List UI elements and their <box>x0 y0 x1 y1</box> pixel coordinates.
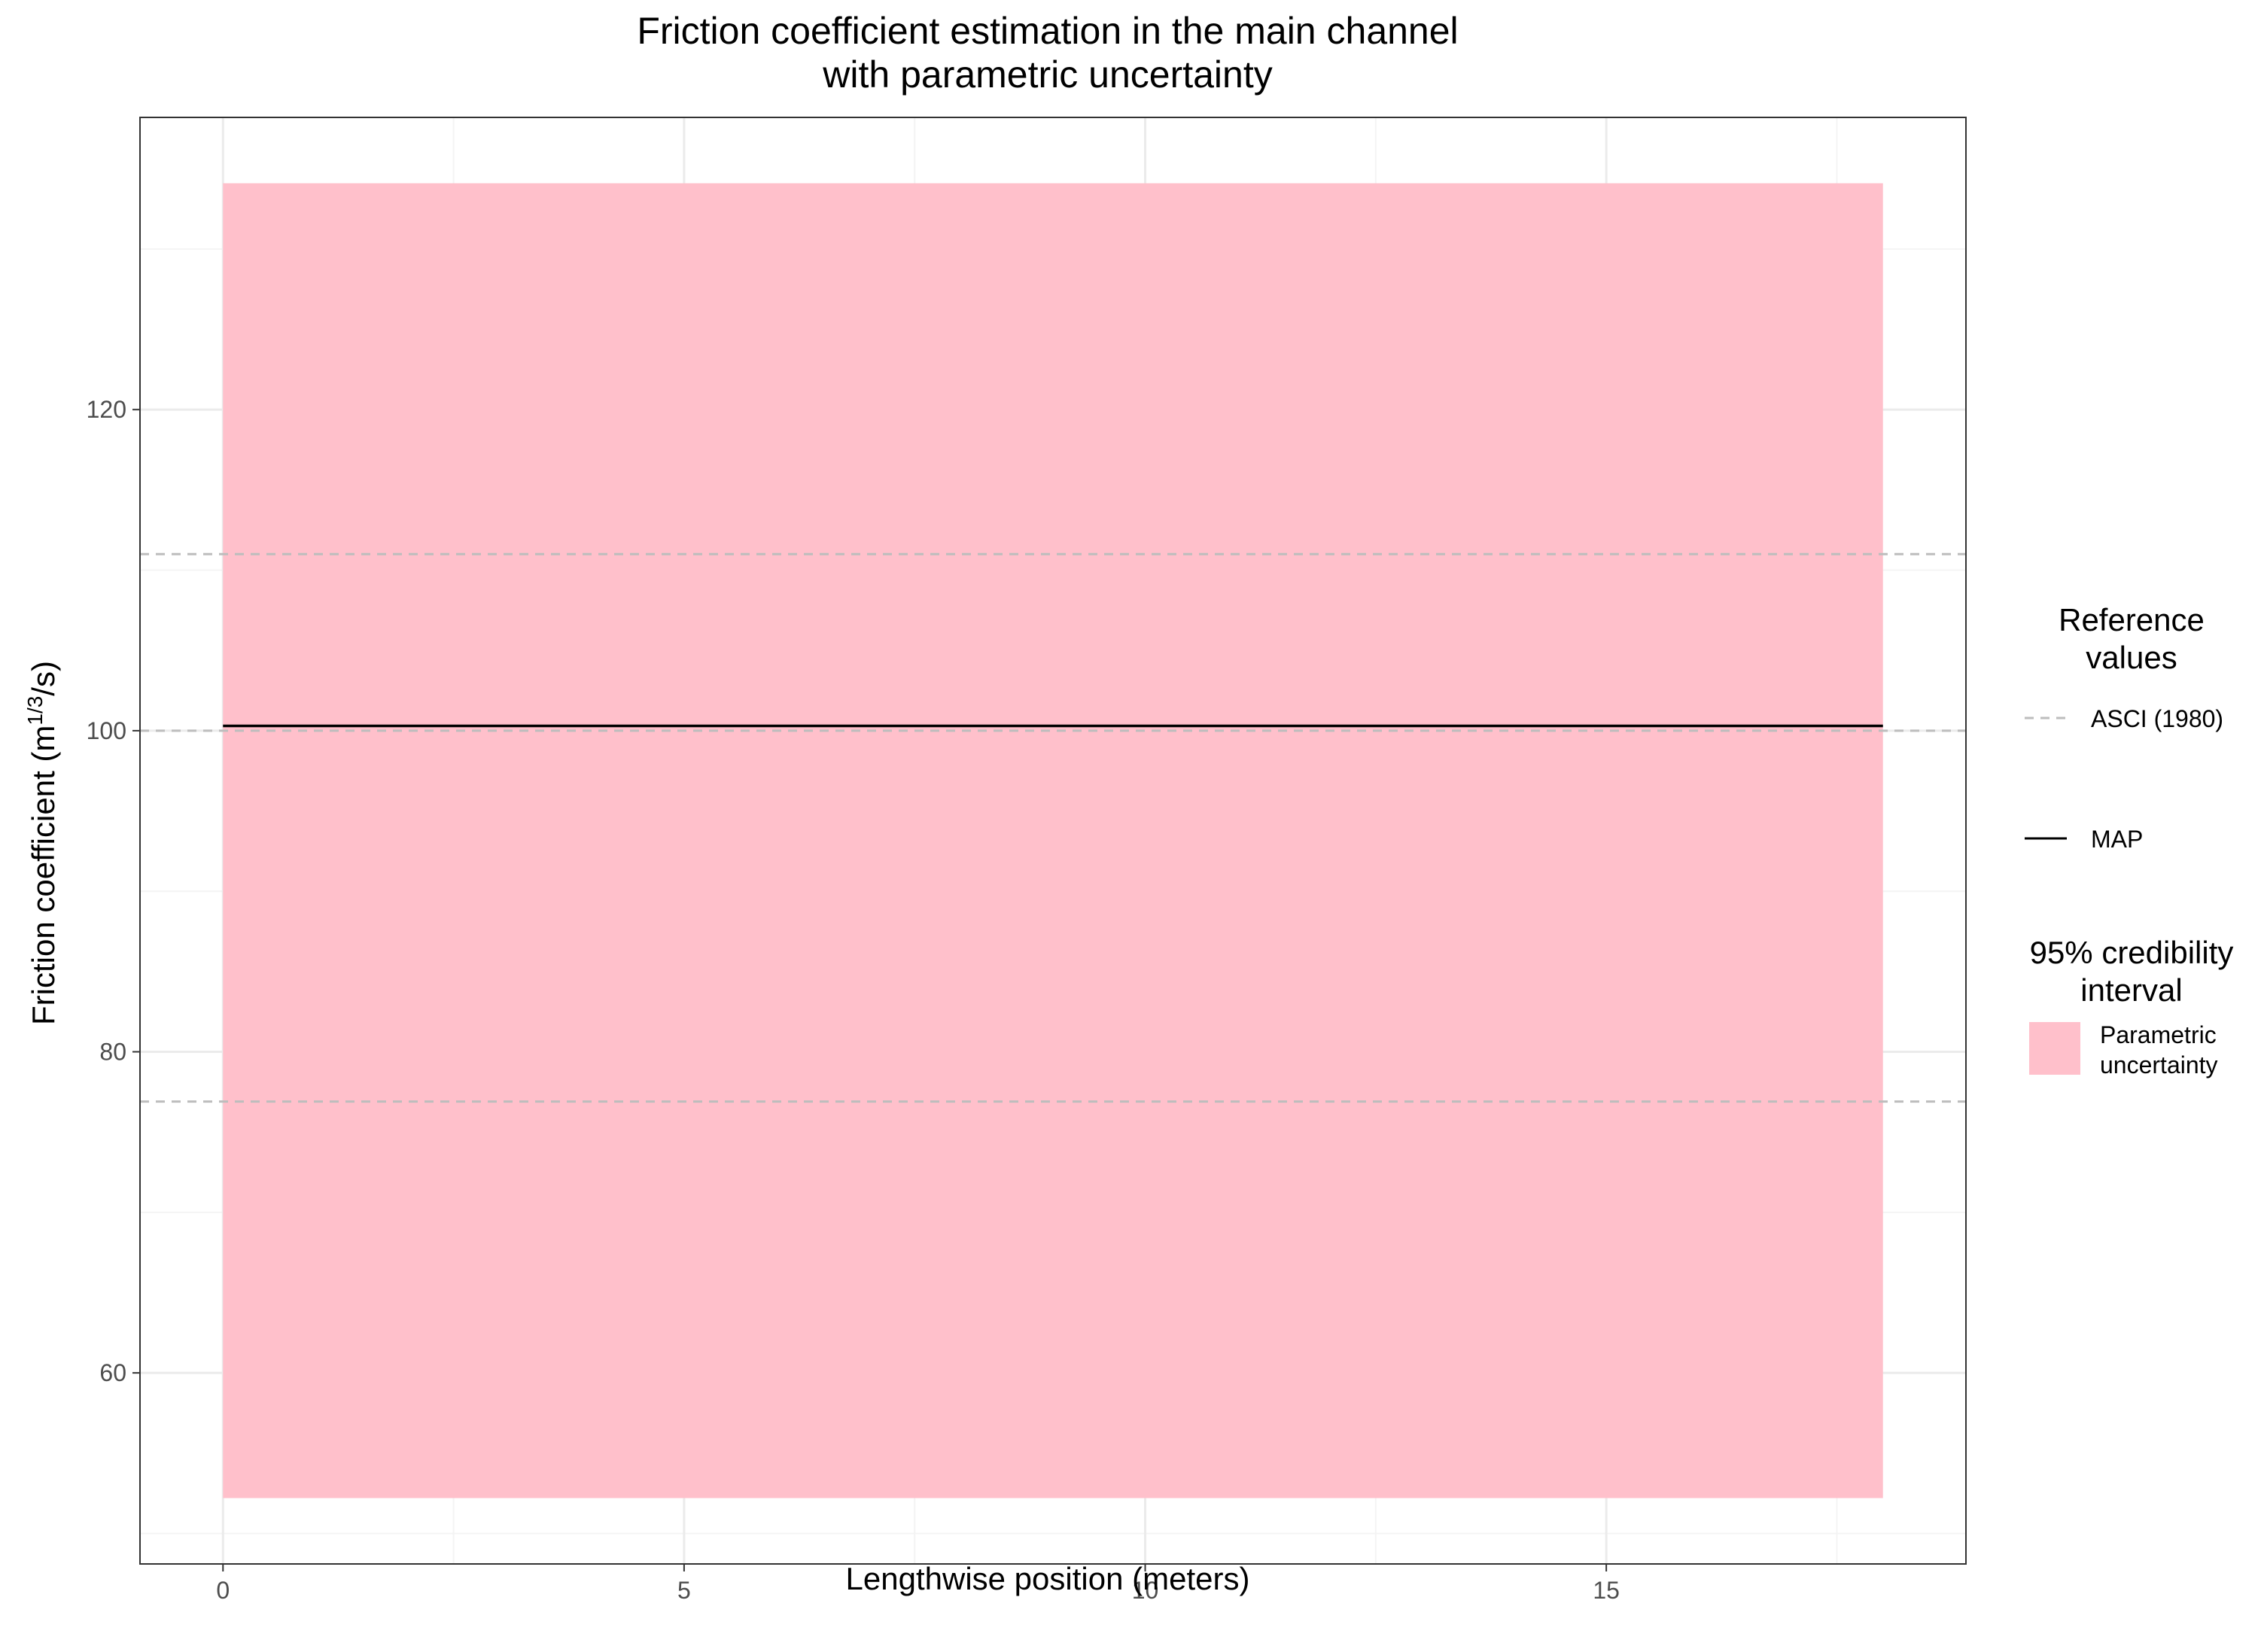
y-tick-label: 100 <box>87 717 126 744</box>
x-tick-label: 0 <box>216 1577 230 1604</box>
x-axis: 0 5 10 15 <box>216 1564 1620 1604</box>
legend-interval-title-line-2: interval <box>2080 972 2182 1008</box>
chart-title-line-2: with parametric uncertainty <box>822 53 1272 96</box>
y-axis-title-superscript: 1/3 <box>23 696 47 726</box>
legend-reference-title-line-1: Reference <box>2059 602 2205 637</box>
ribbon-layer <box>223 183 1883 1498</box>
x-tick-label: 15 <box>1593 1577 1620 1604</box>
reference-lines <box>140 552 1966 1103</box>
y-tick-label: 120 <box>87 396 126 423</box>
plot-panel-border <box>139 117 1967 1565</box>
chart-title-line-1: Friction coefficient estimation in the m… <box>637 10 1458 52</box>
legend: Reference values ASCI (1980) MAP 95% cre… <box>2025 602 2233 1079</box>
ribbon-parametric-uncertainty <box>223 183 1883 1498</box>
y-tick-label: 60 <box>99 1359 126 1386</box>
y-axis-title: Friction coefficient (m1/3/s) <box>23 661 61 1025</box>
legend-reference-title-line-2: values <box>2086 640 2177 675</box>
legend-label-asci: ASCI (1980) <box>2091 705 2223 732</box>
legend-key-parametric-uncertainty <box>2029 1022 2080 1075</box>
y-axis-title-suffix: /s) <box>26 661 61 696</box>
y-tick-label: 80 <box>99 1039 126 1066</box>
x-axis-title: Lengthwise position (meters) <box>846 1561 1250 1596</box>
x-tick-label: 10 <box>1132 1577 1159 1604</box>
y-axis-title-prefix: Friction coefficient (m <box>26 726 61 1025</box>
x-tick-label: 5 <box>677 1577 691 1604</box>
legend-label-map: MAP <box>2091 826 2143 853</box>
legend-interval-title-line-1: 95% credibility <box>2030 935 2234 970</box>
y-axis: 60 80 100 120 <box>87 396 140 1386</box>
legend-label-parametric-line-1: Parametric <box>2100 1021 2217 1048</box>
legend-label-parametric-line-2: uncertainty <box>2100 1051 2218 1079</box>
